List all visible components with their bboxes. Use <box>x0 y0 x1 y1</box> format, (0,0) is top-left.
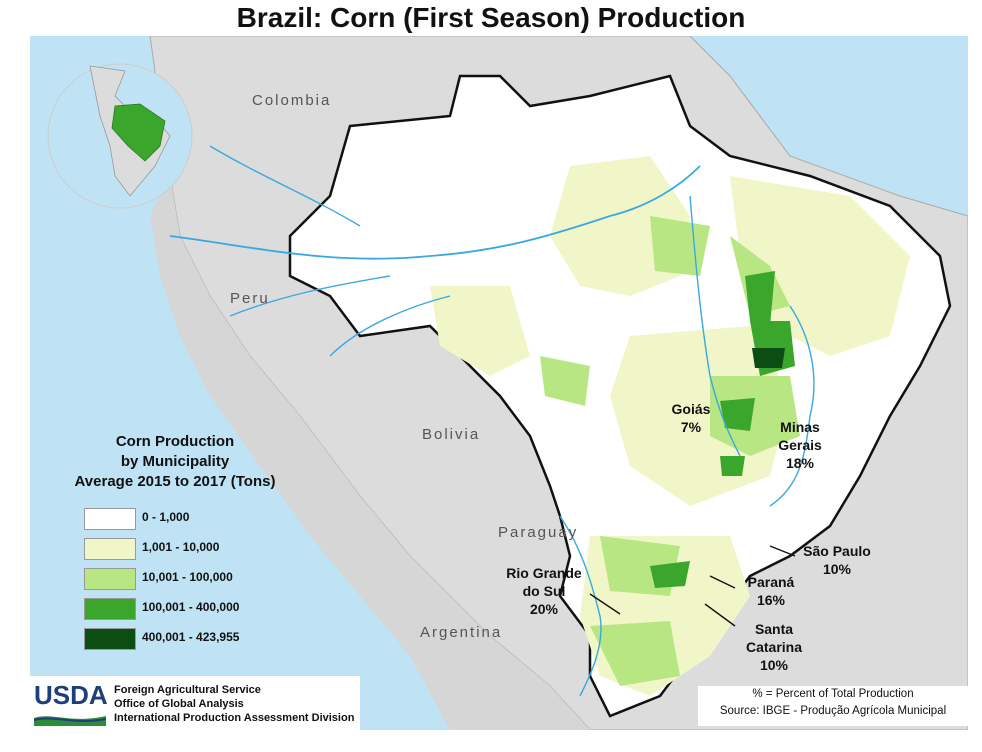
label-argentina: Argentina <box>420 624 503 641</box>
agency-line1: Foreign Agricultural Service <box>114 684 261 696</box>
label-bolivia: Bolivia <box>422 426 481 443</box>
label-paraguay: Paraguay <box>498 524 579 541</box>
agency-credit: USDA Foreign Agricultural Service Office… <box>30 676 360 730</box>
inset-brazil <box>111 103 166 162</box>
zone-light-west <box>430 286 530 376</box>
leader-rio-grande <box>589 593 621 615</box>
label-goias: Goiás 7% <box>666 400 716 436</box>
label-sao-paulo: São Paulo 10% <box>792 542 882 578</box>
legend-title-line1: Corn Production <box>115 433 235 450</box>
note-line2: Source: IBGE - Produção Agrícola Municip… <box>719 705 947 717</box>
note-line1: % = Percent of Total Production <box>752 688 914 700</box>
label-santa-catarina: Santa Catarina 10% <box>734 620 814 674</box>
zone-high-4 <box>650 561 690 588</box>
rio-grande-name-line1: Rio Grande <box>506 565 582 581</box>
legend-label: 400,001 - 423,955 <box>142 630 240 644</box>
santa-catarina-share: 10% <box>759 657 789 673</box>
river-branch-3 <box>329 295 451 357</box>
zone-medium-5 <box>590 621 680 686</box>
map-title: Brazil: Corn (First Season) Production <box>236 2 746 33</box>
label-peru: Peru <box>230 290 270 307</box>
usda-wave-icon <box>34 716 106 726</box>
label-parana: Paraná 16% <box>736 573 806 609</box>
zone-high-3 <box>720 398 755 431</box>
sao-paulo-name: São Paulo <box>803 543 871 559</box>
leader-sao-paulo <box>769 545 796 557</box>
legend-swatch <box>84 568 136 590</box>
parana-share: 16% <box>756 592 786 608</box>
zone-light-central <box>610 326 790 506</box>
legend-swatch <box>84 538 136 560</box>
river-branch-1 <box>209 145 361 227</box>
river-tocantins <box>689 195 741 457</box>
legend-label: 0 - 1,000 <box>142 510 190 524</box>
zone-medium-6 <box>540 356 590 406</box>
rio-grande-share: 20% <box>529 601 559 617</box>
river-sao-francisco <box>769 305 815 507</box>
parana-name: Paraná <box>747 574 795 590</box>
santa-catarina-name-line2: Catarina <box>745 639 803 655</box>
minas-gerais-name-line1: Minas <box>780 419 820 435</box>
map-canvas <box>47 36 968 730</box>
label-minas-gerais: Minas Gerais 18% <box>770 418 830 472</box>
zone-high-5 <box>720 456 745 476</box>
zone-light-northeast <box>730 176 910 356</box>
agency-line3: International Production Assessment Divi… <box>114 712 355 724</box>
goias-share: 7% <box>680 419 702 435</box>
legend-swatch <box>84 508 136 530</box>
agency-line2: Office of Global Analysis <box>114 698 244 710</box>
usda-logo: USDA <box>34 680 108 710</box>
legend-label: 10,001 - 100,000 <box>142 570 233 584</box>
zone-high-1 <box>745 271 775 326</box>
label-colombia: Colombia <box>252 92 332 109</box>
river-amazon <box>169 165 701 260</box>
map-area: Colombia Peru Bolivia Paraguay Argentina… <box>30 36 968 730</box>
rio-grande-name-line2: do Sul <box>522 583 566 599</box>
legend-title-line3: Average 2015 to 2017 (Tons) <box>74 473 276 490</box>
label-rio-grande-do-sul: Rio Grande do Sul 20% <box>496 564 592 618</box>
source-note: % = Percent of Total Production Source: … <box>698 686 968 726</box>
legend-title: Corn Production by Municipality Average … <box>50 432 300 492</box>
sao-paulo-share: 10% <box>822 561 852 577</box>
river-parana <box>559 515 602 697</box>
minas-gerais-share: 18% <box>785 455 815 471</box>
legend-label: 1,001 - 10,000 <box>142 540 220 554</box>
leader-santa-catarina <box>704 603 736 627</box>
zone-top-1 <box>752 348 785 368</box>
legend-title-line2: by Municipality <box>120 453 230 470</box>
river-branch-2 <box>229 275 391 317</box>
minas-gerais-name-line2: Gerais <box>778 437 822 453</box>
legend-label: 100,001 - 400,000 <box>142 600 240 614</box>
santa-catarina-name-line1: Santa <box>754 621 794 637</box>
leader-parana <box>709 575 736 589</box>
legend-swatch <box>84 628 136 650</box>
zone-medium-1 <box>650 216 710 276</box>
goias-name: Goiás <box>671 401 711 417</box>
zone-medium-2 <box>710 376 800 456</box>
legend-swatch <box>84 598 136 620</box>
